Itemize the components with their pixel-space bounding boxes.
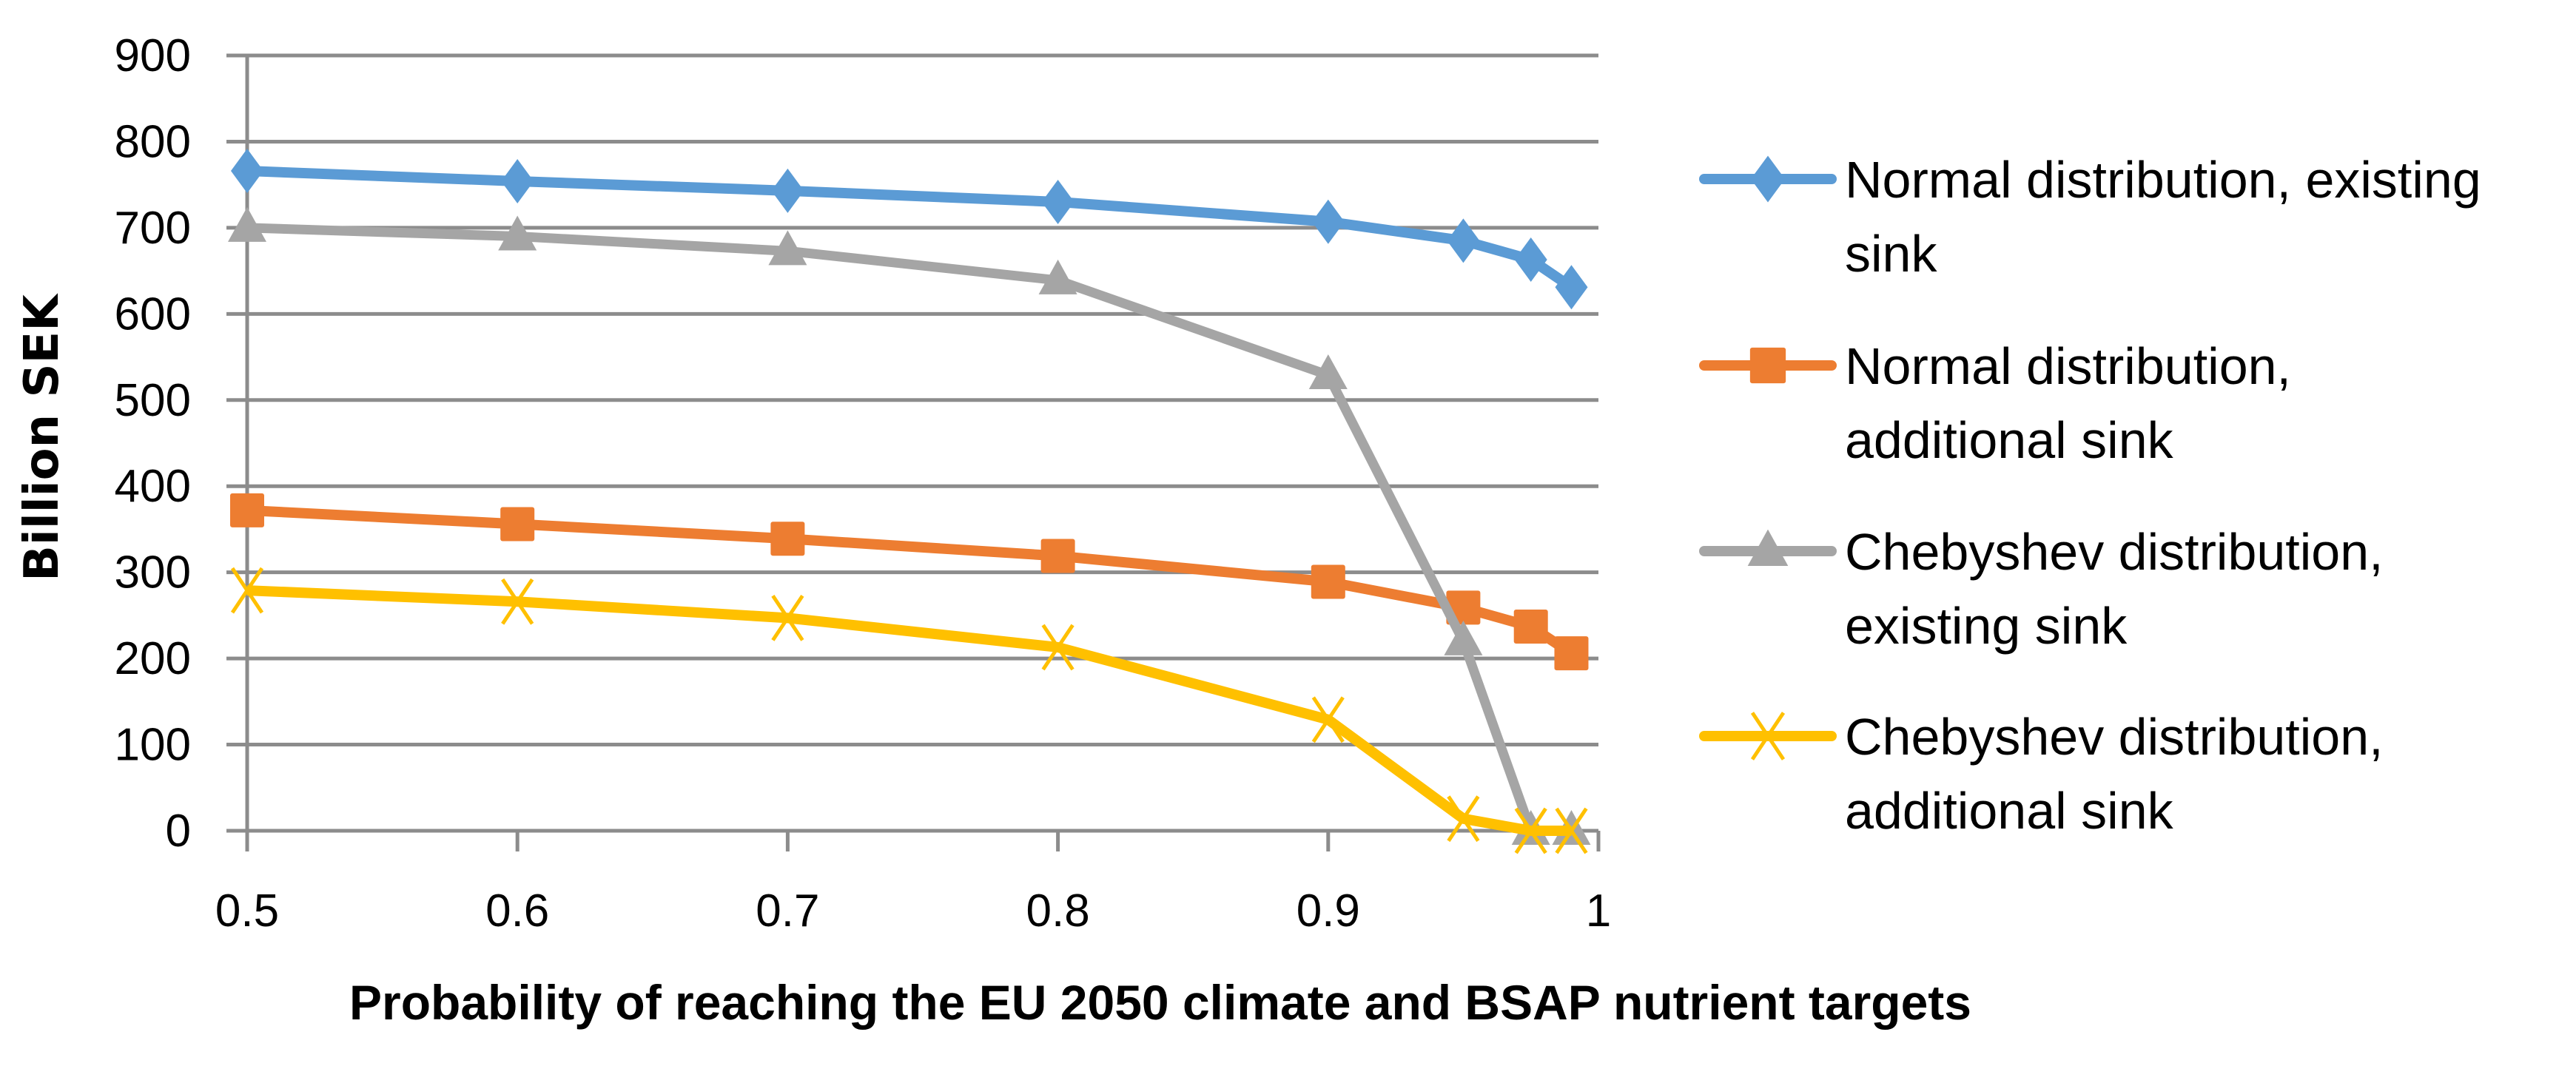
data-point — [1513, 610, 1548, 644]
legend: Normal distribution, existingsinkNormal … — [1699, 151, 2481, 840]
data-point — [1040, 539, 1075, 573]
data-point — [501, 159, 534, 204]
series-4 — [230, 567, 1588, 854]
data-point — [231, 149, 263, 194]
series-3 — [228, 206, 1591, 845]
marker-x-stroke — [1041, 624, 1075, 671]
legend-swatch-marker — [1750, 712, 1786, 760]
y-tick-label: 400 — [115, 461, 191, 512]
legend-label: existing sink — [1845, 597, 2128, 655]
series-1 — [231, 149, 1588, 310]
data-point — [1444, 620, 1483, 655]
y-tick-label: 100 — [115, 720, 191, 771]
marker-x-stroke — [501, 578, 534, 625]
legend-label: Normal distribution, — [1845, 337, 2291, 395]
x-tick-label: 0.5 — [215, 885, 279, 937]
legend-label: additional sink — [1845, 782, 2174, 840]
y-tick-label: 700 — [115, 203, 191, 254]
data-point — [1555, 265, 1588, 310]
marker-x-stroke — [771, 594, 804, 641]
y-axis-title: Billion SEK — [15, 293, 70, 581]
y-tick-label: 800 — [115, 116, 191, 167]
x-tick-label: 0.6 — [485, 885, 549, 937]
legend-label: additional sink — [1845, 411, 2174, 469]
data-point — [1038, 259, 1077, 294]
legend-label: Chebyshev distribution, — [1845, 523, 2384, 581]
y-tick-label: 600 — [115, 289, 191, 340]
data-point — [1041, 624, 1075, 671]
legend-item-2: Normal distribution, additional sink — [1699, 337, 2291, 469]
y-tick-label: 900 — [115, 30, 191, 81]
data-point — [498, 215, 537, 251]
data-point — [1308, 354, 1348, 390]
legend-item-4: Chebyshev distribution, additional sink — [1699, 708, 2384, 840]
series-line — [246, 585, 1572, 836]
x-tick-labels: 0.5 0.6 0.7 0.8 0.9 1 — [215, 885, 1611, 937]
marker-x-stroke — [1750, 712, 1786, 760]
series-2 — [230, 493, 1589, 671]
y-tick-label: 200 — [115, 633, 191, 684]
data-point — [1554, 636, 1589, 671]
marker-x-stroke — [1514, 807, 1547, 854]
legend-item-1: Normal distribution, existing sink — [1699, 151, 2481, 283]
data-point — [1514, 237, 1547, 282]
marker-x-stroke — [1311, 696, 1345, 743]
data-point — [228, 206, 266, 242]
marker-x-stroke — [1555, 807, 1588, 854]
data-point — [771, 594, 804, 641]
legend-label: sink — [1845, 225, 1937, 283]
data-point — [1311, 696, 1345, 743]
gridlines — [226, 53, 1598, 833]
legend-item-3: Chebyshev distribution, existing sink — [1699, 523, 2384, 655]
y-tick-label: 500 — [115, 375, 191, 426]
x-tick-label: 0.9 — [1297, 885, 1360, 937]
legend-swatch-marker — [1750, 155, 1786, 203]
marker-x-stroke — [230, 567, 264, 614]
data-point — [1041, 179, 1075, 224]
legend-label: Chebyshev distribution, — [1845, 708, 2384, 766]
x-tick-label: 1 — [1586, 885, 1611, 937]
data-point — [1514, 807, 1547, 854]
data-point — [771, 168, 804, 213]
data-point — [770, 522, 805, 556]
x-axis-title: Probability of reaching the EU 2050 clim… — [349, 975, 1971, 1030]
data-point — [768, 230, 807, 266]
data-point — [1311, 564, 1345, 599]
legend-label: Normal distribution, existing — [1845, 151, 2481, 209]
series-group — [228, 149, 1591, 854]
data-point — [230, 493, 264, 527]
data-point — [1447, 795, 1480, 843]
data-point — [230, 567, 264, 614]
series-line — [246, 223, 1572, 836]
data-point — [1555, 807, 1588, 854]
data-point — [500, 507, 535, 542]
y-tick-labels: 0 100 200 300 400 500 600 700 800 900 — [115, 30, 191, 857]
y-tick-label: 0 — [166, 806, 191, 857]
legend-swatch-marker — [1749, 347, 1786, 384]
y-tick-label: 300 — [115, 547, 191, 598]
x-tick-label: 0.8 — [1026, 885, 1089, 937]
legend-swatch-marker — [1747, 529, 1789, 566]
data-point — [1311, 199, 1345, 244]
data-point — [501, 578, 534, 625]
x-tick-label: 0.7 — [756, 885, 819, 937]
data-point — [1447, 218, 1480, 263]
marker-x-stroke — [1447, 795, 1480, 843]
